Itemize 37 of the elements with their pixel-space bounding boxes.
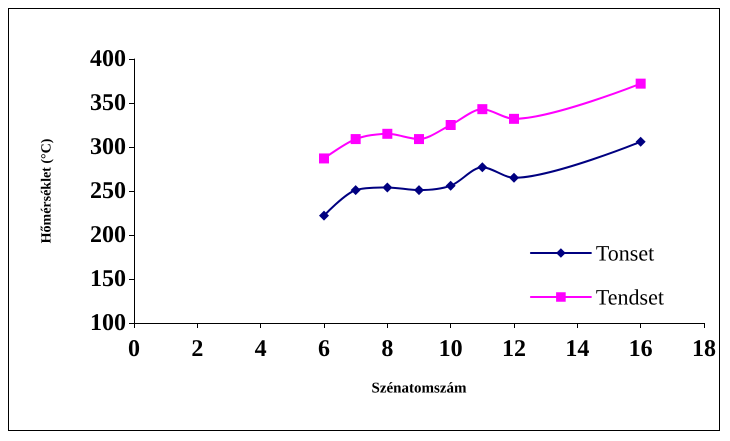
x-tick-label: 0 <box>128 336 140 362</box>
y-tick-label: 200 <box>90 222 126 248</box>
point <box>414 134 424 144</box>
point <box>477 162 488 172</box>
x-tick-label: 10 <box>438 336 463 362</box>
point <box>350 185 361 196</box>
point <box>477 104 488 114</box>
y-tick-label: 100 <box>90 310 126 336</box>
legend-label: Tendset <box>596 284 664 310</box>
point <box>319 153 329 164</box>
point <box>319 210 329 221</box>
y-tick-label: 400 <box>90 46 126 72</box>
point <box>636 136 646 147</box>
point <box>414 185 424 196</box>
point <box>382 128 392 139</box>
point <box>509 114 519 124</box>
y-axis-title: Hőmérséklet (°C) <box>40 138 54 244</box>
point <box>446 180 456 191</box>
point <box>636 78 646 89</box>
point <box>446 120 456 130</box>
legend-label: Tonset <box>596 240 654 266</box>
x-tick-label: 12 <box>502 336 526 362</box>
y-tick-label: 250 <box>90 178 126 204</box>
x-tick-label: 16 <box>628 336 653 362</box>
x-axis-title: Szénatomszám <box>372 380 467 396</box>
x-tick-label: 2 <box>191 336 204 362</box>
x-tick-label: 14 <box>565 336 590 362</box>
point <box>509 172 519 183</box>
point <box>350 134 361 144</box>
x-tick-label: 4 <box>254 336 267 362</box>
y-tick-label: 300 <box>90 134 126 160</box>
x-tick-label: 18 <box>692 336 716 362</box>
y-tick-label: 150 <box>90 266 126 292</box>
x-tick-label: 6 <box>318 336 330 362</box>
point <box>382 182 392 192</box>
x-tick-label: 8 <box>381 336 394 362</box>
y-tick-label: 350 <box>90 90 126 116</box>
